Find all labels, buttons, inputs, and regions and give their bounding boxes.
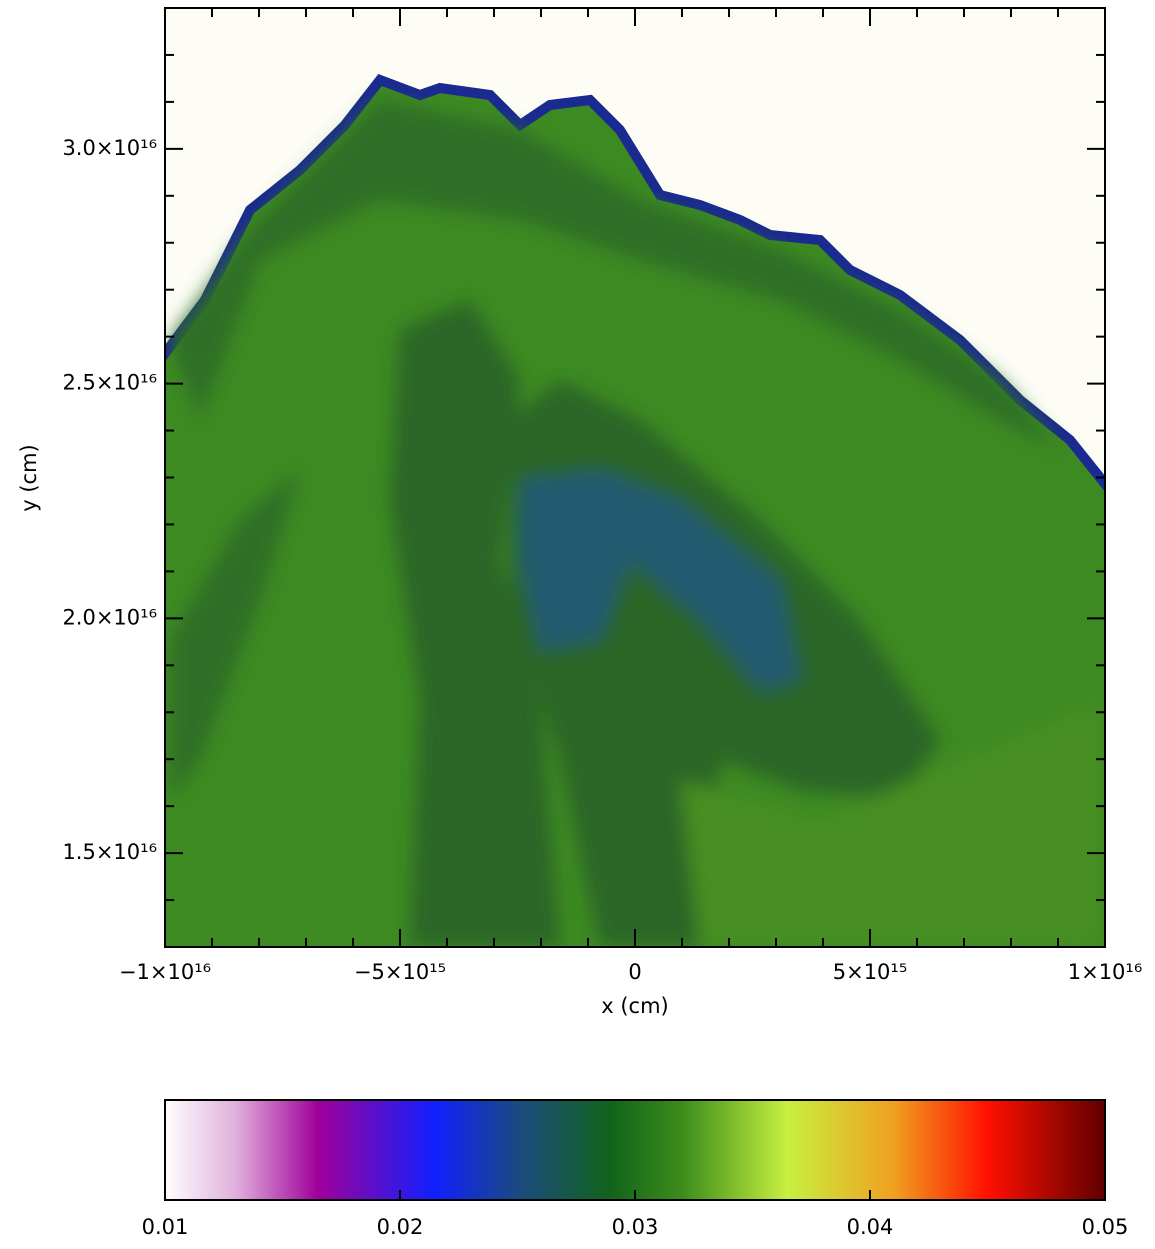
y-tick-label: 2.0×10¹⁶ xyxy=(62,605,157,629)
field-structure xyxy=(170,100,1100,947)
x-tick-label: 0 xyxy=(628,960,641,984)
colorbar-tick-label: 0.04 xyxy=(847,1215,894,1239)
x-axis-label: x (cm) xyxy=(601,994,669,1018)
y-tick-label: 3.0×10¹⁶ xyxy=(62,136,157,160)
y-axis-label: y (cm) xyxy=(17,444,41,512)
field xyxy=(165,8,1105,947)
x-tick-label: −5×10¹⁵ xyxy=(354,960,446,984)
x-tick-label: 1×10¹⁶ xyxy=(1068,960,1143,984)
x-tick-label: 5×10¹⁵ xyxy=(833,960,908,984)
colorbar xyxy=(164,1099,1106,1201)
y-tick-label: 2.5×10¹⁶ xyxy=(62,371,157,395)
colorbar-tick-label: 0.05 xyxy=(1082,1215,1129,1239)
y-tick-label: 1.5×10¹⁶ xyxy=(62,840,157,864)
colorbar-tick-label: 0.02 xyxy=(377,1215,424,1239)
colorbar-tick-label: 0.01 xyxy=(142,1215,189,1239)
colorbar-tick-label: 0.03 xyxy=(612,1215,659,1239)
x-tick-label: −1×10¹⁶ xyxy=(119,960,211,984)
